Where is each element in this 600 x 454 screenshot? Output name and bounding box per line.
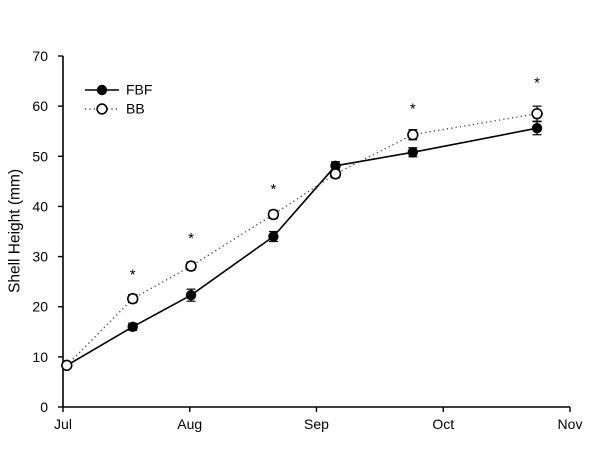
axes: 0 10 20 30 40 50 60 70 Jul Aug Sep Oct Nov — [32, 48, 582, 432]
series-bb — [61, 105, 543, 372]
y-tick-label-20: 20 — [32, 299, 48, 315]
filled-circle-legend-marker — [96, 84, 108, 96]
data-series — [61, 105, 543, 372]
filled-circle-marker-fbf — [407, 147, 419, 158]
series-fbf — [61, 121, 543, 371]
legend-label-bb: BB — [126, 101, 145, 117]
y-tick-label-60: 60 — [32, 98, 48, 114]
x-tick-label-Sep: Sep — [304, 416, 329, 432]
open-circle-marker-bb — [531, 107, 543, 120]
open-circle-marker-bb — [185, 260, 197, 272]
y-tick-label-0: 0 — [40, 399, 48, 415]
open-circle-marker-bb — [407, 129, 419, 141]
legend-entry-bb: BB — [85, 101, 145, 117]
filled-circle-marker-fbf — [127, 321, 138, 332]
open-circle-marker-bb — [267, 208, 280, 221]
open-circle-marker-bb — [61, 359, 73, 372]
y-tick-label-70: 70 — [32, 48, 48, 64]
x-tick-label-Jul: Jul — [54, 416, 72, 432]
filled-circle-marker-fbf — [531, 123, 543, 134]
significance-asterisk: * — [410, 101, 416, 118]
significance-asterisk: * — [534, 75, 540, 92]
open-circle-legend-marker — [96, 103, 108, 115]
open-circle-marker-bb — [127, 292, 139, 305]
filled-circle-marker-fbf — [330, 160, 341, 172]
x-tick-label-Aug: Aug — [177, 416, 202, 432]
legend: FBF BB — [85, 82, 152, 117]
x-tick-label-Nov: Nov — [558, 416, 583, 432]
filled-circle-marker-fbf — [268, 231, 279, 242]
significance-asterisk: * — [130, 267, 136, 284]
filled-circle-marker-fbf — [185, 289, 197, 301]
open-circle-marker-bb — [329, 168, 342, 180]
x-tick-label-Oct: Oct — [432, 416, 454, 432]
significance-asterisk: * — [188, 230, 194, 247]
y-tick-label-30: 30 — [32, 249, 48, 265]
y-tick-label-10: 10 — [32, 349, 48, 365]
legend-label-fbf: FBF — [126, 82, 152, 98]
significance-asterisks: * * * * * — [130, 75, 540, 284]
significance-asterisk: * — [270, 181, 276, 198]
y-tick-label-50: 50 — [32, 148, 48, 164]
y-tick-label-40: 40 — [32, 198, 48, 214]
y-axis-title: Shell Height (mm) — [7, 169, 24, 293]
legend-entry-fbf: FBF — [85, 82, 152, 98]
series-line-fbf — [66, 127, 538, 367]
